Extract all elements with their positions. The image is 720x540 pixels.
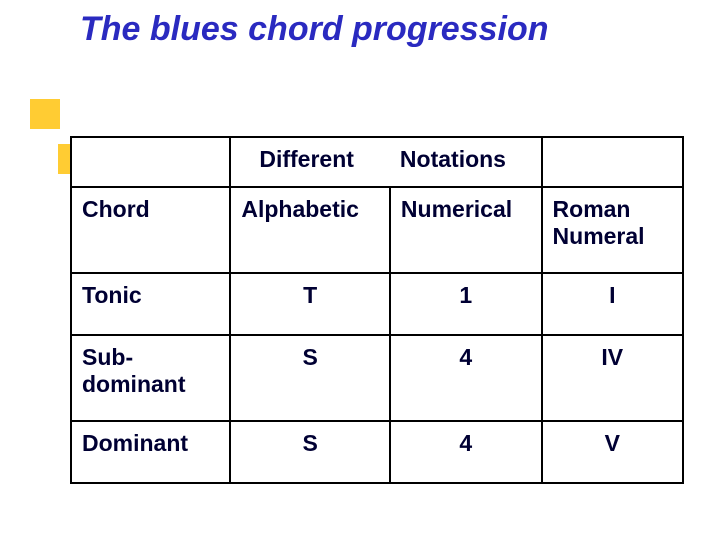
table-title-right: Notations (390, 137, 542, 187)
table-title-blank (71, 137, 230, 187)
cell-chord: Tonic (71, 273, 230, 335)
table-title-blank2 (542, 137, 683, 187)
cell-alpha: S (230, 335, 390, 421)
cell-num: 4 (390, 335, 542, 421)
notation-table: Different Notations Chord Alphabetic Num… (70, 136, 684, 484)
cell-num: 4 (390, 421, 542, 483)
table-title-row: Different Notations (71, 137, 683, 187)
cell-roman: I (542, 273, 683, 335)
col-chord: Chord (71, 187, 230, 273)
cell-alpha: S (230, 421, 390, 483)
cell-chord: Sub- dominant (71, 335, 230, 421)
cell-roman: V (542, 421, 683, 483)
col-numerical: Numerical (390, 187, 542, 273)
table-row: Tonic T 1 I (71, 273, 683, 335)
col-roman: Roman Numeral (542, 187, 683, 273)
table-title-left: Different (230, 137, 390, 187)
cell-alpha: T (230, 273, 390, 335)
cell-roman: IV (542, 335, 683, 421)
cell-chord: Dominant (71, 421, 230, 483)
cell-num: 1 (390, 273, 542, 335)
page-title: The blues chord progression (80, 10, 549, 49)
col-alphabetic: Alphabetic (230, 187, 390, 273)
table-row: Dominant S 4 V (71, 421, 683, 483)
accent-square-left (30, 99, 60, 129)
table-header-row: Chord Alphabetic Numerical Roman Numeral (71, 187, 683, 273)
table-row: Sub- dominant S 4 IV (71, 335, 683, 421)
